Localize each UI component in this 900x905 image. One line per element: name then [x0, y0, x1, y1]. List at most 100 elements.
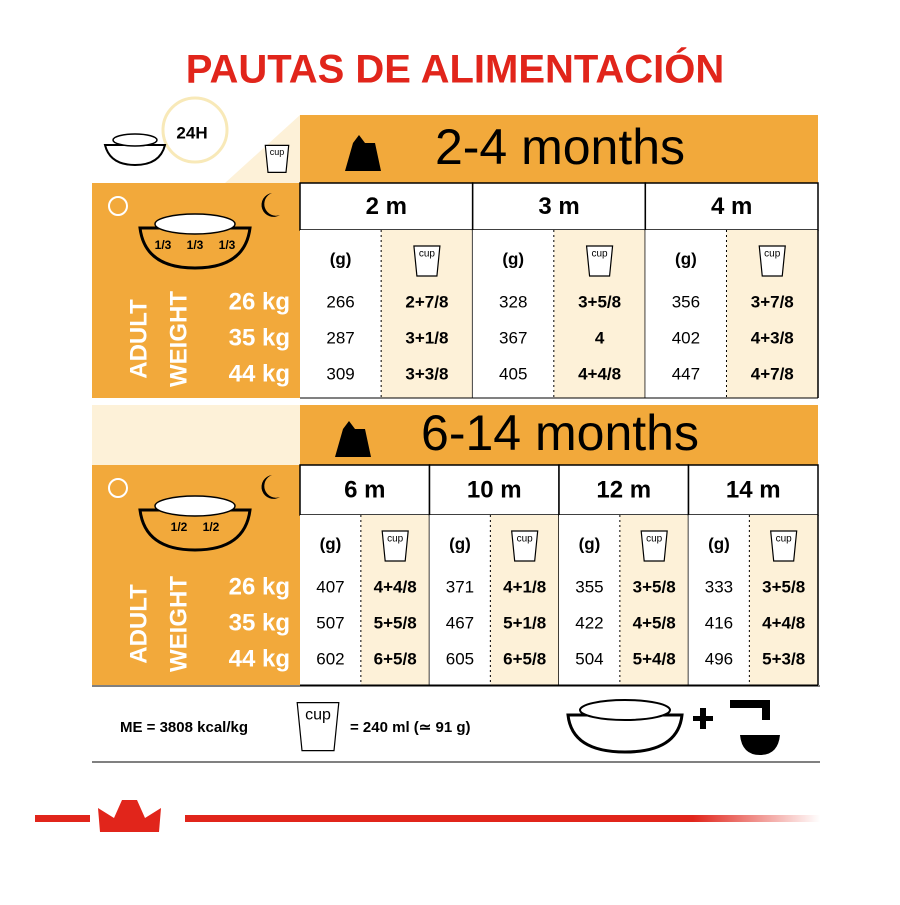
cups: 3+5/8 — [633, 577, 676, 596]
kibble — [154, 213, 236, 235]
grams-cell — [688, 515, 750, 685]
grams: 602 — [316, 649, 344, 668]
cups: 4+4/8 — [762, 613, 805, 632]
axis-label: ADULT — [125, 584, 152, 664]
grams: 266 — [326, 292, 354, 311]
grams-cell — [300, 230, 382, 398]
title: PAUTAS DE ALIMENTACIÓN — [186, 46, 725, 92]
grams-cell — [645, 230, 727, 398]
age: 3 m — [538, 193, 579, 220]
cups: 3+1/8 — [405, 328, 448, 347]
grams: 447 — [672, 364, 700, 383]
grams: 402 — [672, 328, 700, 347]
gram-header: (g) — [708, 534, 730, 553]
age-cell — [428, 464, 560, 516]
sun — [108, 478, 128, 498]
weight: 35 kg — [229, 324, 290, 351]
age-cell — [471, 182, 647, 231]
cup-label: cup — [592, 249, 609, 260]
plus — [700, 708, 706, 729]
gram-header: (g) — [675, 249, 697, 268]
axis-label: WEIGHT — [165, 576, 192, 672]
grams-cell — [472, 230, 554, 398]
gram-header: (g) — [579, 534, 601, 553]
age-cell — [644, 182, 819, 231]
brand-line — [185, 815, 820, 822]
bowl-icon — [103, 144, 167, 167]
weight: 44 kg — [229, 645, 290, 672]
sun — [108, 196, 128, 216]
cup-icon — [770, 530, 798, 562]
grams: 405 — [499, 364, 527, 383]
cups: 4+4/8 — [578, 364, 621, 383]
grams: 328 — [499, 292, 527, 311]
grams: 496 — [705, 649, 733, 668]
fraction: 1/2 — [171, 520, 188, 534]
cup-icon — [585, 245, 614, 277]
section-title: 6-14 months — [421, 405, 699, 461]
grams: 422 — [575, 613, 603, 632]
weight: 35 kg — [229, 609, 290, 636]
cups: 3+3/8 — [405, 364, 448, 383]
cup-icon — [296, 702, 340, 752]
weight: 44 kg — [229, 360, 290, 387]
cup-label: cup — [305, 707, 331, 724]
cups: 4 — [595, 328, 605, 347]
cup-label: cup — [387, 534, 404, 545]
grams: 356 — [672, 292, 700, 311]
age: 4 m — [711, 193, 752, 220]
crown-logo — [98, 800, 161, 832]
moon — [261, 193, 280, 217]
grams: 355 — [575, 577, 603, 596]
fraction: 1/3 — [219, 238, 236, 252]
cups: 5+1/8 — [503, 613, 546, 632]
cup-label: cup — [646, 534, 663, 545]
cups: 4+3/8 — [751, 328, 794, 347]
energy: ME = 3808 kcal/kg — [120, 719, 248, 736]
cup-icon — [413, 245, 441, 277]
spacer — [92, 405, 300, 465]
kibble-footer — [579, 699, 671, 721]
age: 12 m — [596, 476, 651, 503]
gram-header: (g) — [449, 534, 471, 553]
cups: 6+5/8 — [503, 649, 546, 668]
cup-equivalence: = 240 ml (≃ 91 g) — [350, 719, 471, 736]
cups: 5+3/8 — [762, 649, 805, 668]
grams: 407 — [316, 577, 344, 596]
grams: 371 — [446, 577, 474, 596]
cup-icon — [640, 530, 668, 562]
age: 2 m — [366, 193, 407, 220]
cup-label: cup — [419, 249, 436, 260]
section-title: 2-4 months — [435, 119, 685, 175]
cups: 2+7/8 — [405, 292, 448, 311]
cup-icon — [381, 530, 409, 562]
cups: 4+7/8 — [751, 364, 794, 383]
dog-icon — [335, 421, 371, 457]
cup-icon — [511, 530, 539, 562]
cups: 5+4/8 — [633, 649, 676, 668]
cups: 6+5/8 — [374, 649, 417, 668]
age: 10 m — [467, 476, 522, 503]
age: 14 m — [726, 476, 781, 503]
grams: 416 — [705, 613, 733, 632]
weight: 26 kg — [229, 573, 290, 600]
gram-header: (g) — [320, 534, 342, 553]
age-cell — [558, 464, 690, 516]
bowl — [138, 226, 252, 270]
daily-label: 24H — [176, 123, 207, 142]
header-band — [300, 115, 818, 183]
moon — [261, 475, 280, 499]
weight: 26 kg — [229, 288, 290, 315]
axis-label: WEIGHT — [165, 291, 192, 387]
gram-header: (g) — [502, 249, 524, 268]
grams-cell — [559, 515, 620, 685]
age-cell — [299, 464, 431, 516]
grams: 467 — [446, 613, 474, 632]
cup-label: cup — [517, 534, 534, 545]
gram-header: (g) — [330, 249, 352, 268]
grams-cell — [429, 515, 491, 685]
grams: 504 — [575, 649, 603, 668]
cups: 5+5/8 — [374, 613, 417, 632]
fraction: 1/3 — [187, 238, 204, 252]
